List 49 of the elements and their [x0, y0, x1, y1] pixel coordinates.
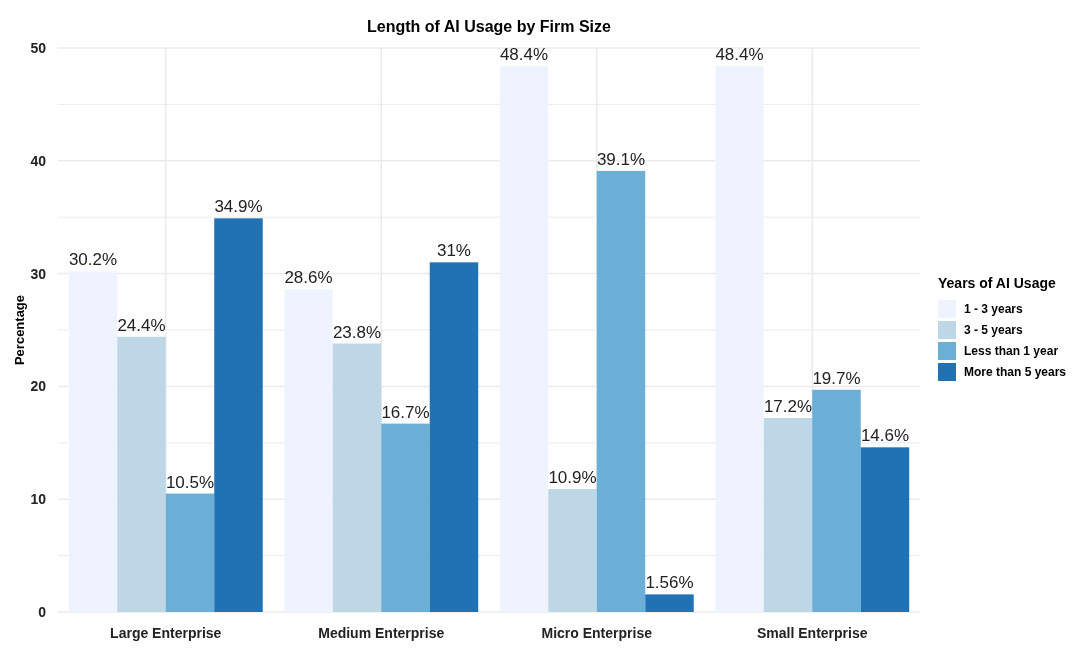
data-label: 19.7%	[812, 368, 861, 388]
x-tick-label: Small Enterprise	[757, 625, 868, 641]
x-tick-label: Micro Enterprise	[541, 625, 653, 641]
bar	[284, 289, 333, 612]
legend-title: Years of AI Usage	[938, 275, 1056, 291]
legend-label: 3 - 5 years	[964, 323, 1024, 338]
bar	[429, 262, 479, 612]
y-tick-label: 30	[30, 265, 47, 282]
data-label: 10.9%	[548, 468, 597, 488]
y-tick-label: 10	[30, 491, 47, 508]
y-tick-label: 0	[38, 603, 47, 620]
bar	[381, 423, 430, 612]
data-label: 23.8%	[332, 322, 382, 342]
bar	[214, 218, 263, 612]
y-tick-label: 40	[30, 152, 47, 169]
legend-label: 1 - 3 years	[964, 302, 1024, 317]
bar	[715, 66, 764, 612]
chart-title: Length of AI Usage by Firm Size	[367, 18, 612, 35]
data-label: 39.1%	[596, 149, 646, 169]
data-label: 10.5%	[165, 472, 215, 492]
data-label: 17.2%	[763, 396, 813, 416]
data-label: 48.4%	[715, 45, 764, 65]
data-label: 28.6%	[284, 268, 333, 288]
bar	[117, 336, 166, 612]
data-label: 48.4%	[499, 45, 549, 65]
bar	[332, 343, 382, 612]
y-axis-title: Percentage	[12, 294, 27, 366]
y-tick-label: 50	[30, 39, 47, 56]
bar	[645, 594, 694, 612]
bar	[499, 66, 549, 612]
y-tick-label: 20	[30, 378, 47, 395]
legend-label: Less than 1 year	[964, 344, 1059, 359]
data-label: 16.7%	[381, 402, 430, 422]
bar	[860, 447, 910, 612]
bar	[548, 489, 597, 612]
bar	[68, 271, 118, 612]
bar	[812, 389, 861, 612]
data-label: 30.2%	[68, 250, 118, 270]
data-label: 34.9%	[214, 197, 263, 217]
bar	[596, 170, 646, 612]
bar	[763, 417, 813, 612]
x-tick-label: Medium Enterprise	[318, 625, 445, 641]
data-label: 1.56%	[645, 573, 694, 593]
data-label: 31%	[436, 241, 471, 261]
data-label: 24.4%	[117, 315, 166, 335]
legend-label: More than 5 years	[964, 365, 1067, 380]
data-label: 14.6%	[860, 426, 910, 446]
x-tick-label: Large Enterprise	[110, 625, 222, 641]
bar	[165, 493, 215, 612]
